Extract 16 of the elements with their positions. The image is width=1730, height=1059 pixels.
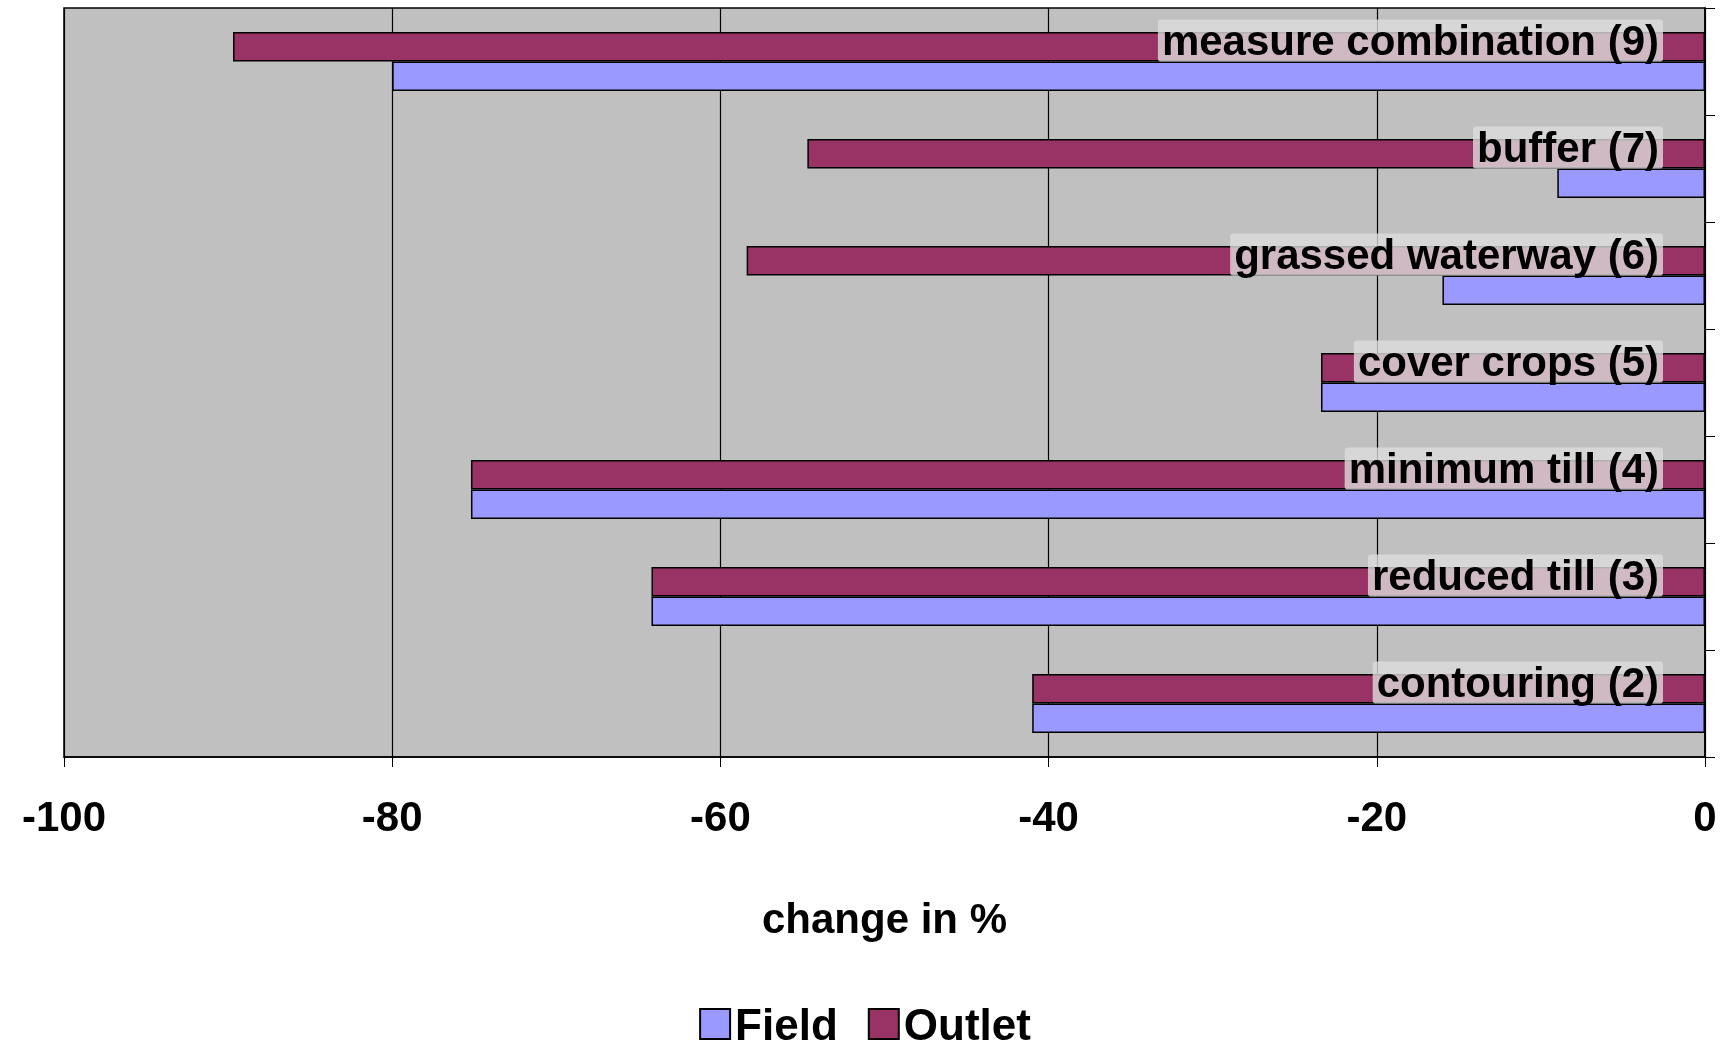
y-tick-label: contouring (2) xyxy=(1376,659,1659,706)
x-tick-label: -80 xyxy=(361,792,423,840)
x-tick-label: -20 xyxy=(1346,792,1408,840)
legend-label: Outlet xyxy=(903,999,1032,1049)
x-tick-label: -100 xyxy=(21,792,107,840)
x-axis-title: change in % xyxy=(761,894,1008,942)
x-tick-label: -60 xyxy=(690,792,751,840)
legend-label: Field xyxy=(735,999,838,1049)
y-tick-label: measure combination (9) xyxy=(1161,17,1659,64)
x-tick-label: -40 xyxy=(1018,792,1079,840)
y-tick-label: cover crops (5) xyxy=(1357,338,1659,385)
y-tick-label: reduced till (3) xyxy=(1371,552,1659,599)
y-tick-label: buffer (7) xyxy=(1477,124,1659,171)
y-tick-label: grassed waterway (6) xyxy=(1234,231,1659,278)
x-tick-label: 0 xyxy=(1693,792,1717,840)
y-tick-label: minimum till (4) xyxy=(1348,445,1659,492)
